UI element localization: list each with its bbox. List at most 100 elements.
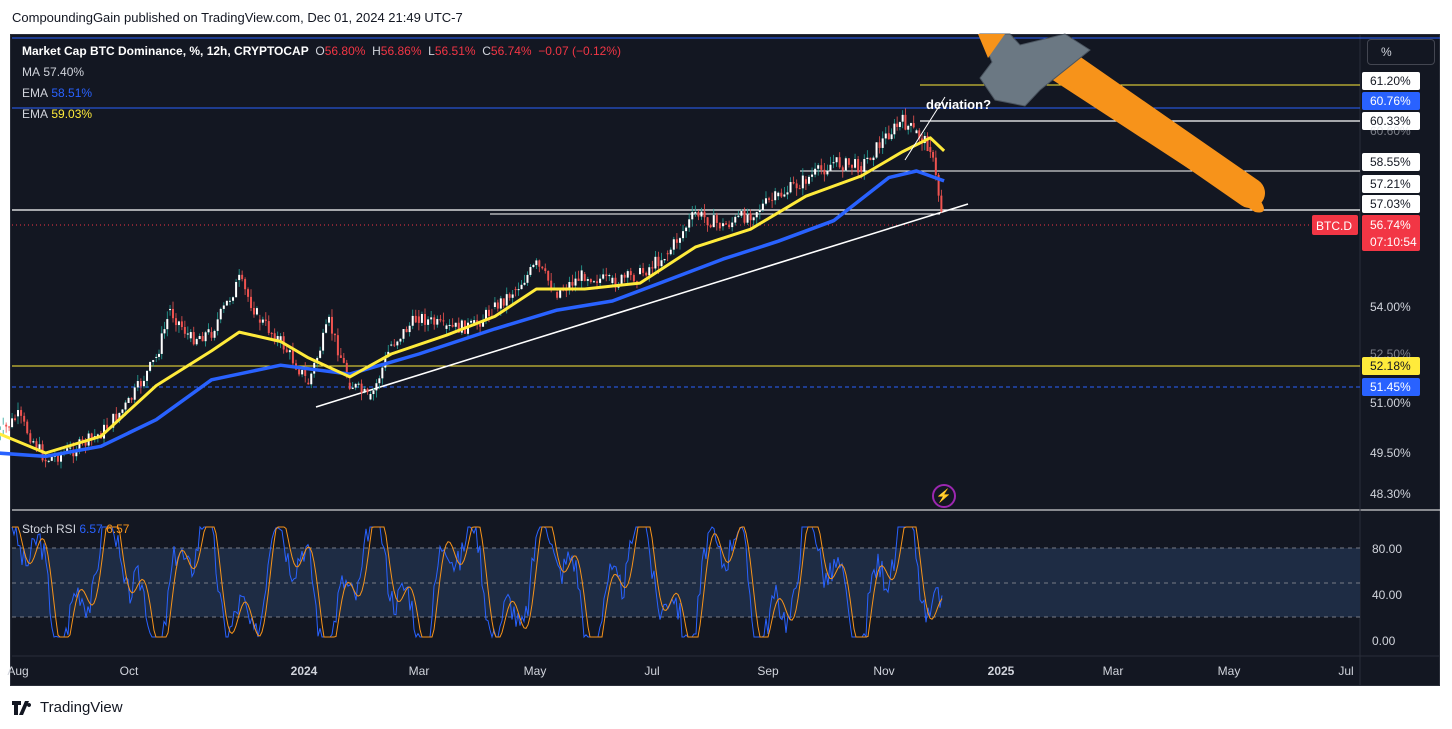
candle-body bbox=[589, 279, 592, 282]
lightning-icon[interactable]: ⚡ bbox=[932, 484, 956, 508]
bar-countdown: 07:10:54 bbox=[1370, 235, 1417, 249]
stoch-rsi-k-value: 6.57 bbox=[79, 522, 103, 536]
ema-fast-value: 59.03% bbox=[51, 107, 93, 121]
candle-body bbox=[439, 319, 442, 321]
candle-body bbox=[841, 167, 844, 171]
stoch-rsi-k-line[interactable] bbox=[11, 525, 943, 639]
candle-body bbox=[207, 329, 210, 333]
ema-slow-line[interactable] bbox=[0, 169, 945, 459]
candle-body bbox=[648, 267, 651, 276]
deviation-annotation[interactable]: deviation? bbox=[926, 97, 991, 112]
candles-group bbox=[0, 108, 943, 469]
candle-body bbox=[130, 397, 133, 400]
candle-body bbox=[832, 162, 835, 164]
candle-body bbox=[433, 317, 436, 325]
last-price-value: 56.74% bbox=[1370, 218, 1411, 232]
candle-body bbox=[375, 383, 378, 391]
candle-body bbox=[893, 123, 896, 135]
ascending-trendline[interactable] bbox=[315, 203, 969, 408]
time-axis-tick: 2024 bbox=[291, 664, 318, 678]
stoch-rsi-d-line[interactable] bbox=[12, 526, 943, 638]
candle-body bbox=[783, 194, 786, 197]
candle-body bbox=[460, 320, 463, 333]
ema-fast-line[interactable] bbox=[0, 136, 946, 455]
hammer-handle-stroke bbox=[1055, 53, 1265, 208]
time-axis-tick: Mar bbox=[409, 664, 430, 678]
candle-body bbox=[225, 300, 228, 306]
candle-body bbox=[2, 424, 5, 430]
candle-body bbox=[291, 350, 294, 364]
candle-body bbox=[186, 333, 189, 335]
candle-body bbox=[177, 321, 180, 326]
stoch-rsi-d-value: 6.57 bbox=[106, 522, 130, 536]
candle-body bbox=[222, 305, 225, 309]
candle-body bbox=[755, 212, 758, 218]
candle-body bbox=[276, 336, 279, 342]
candle-body bbox=[511, 294, 514, 298]
close-label: C bbox=[482, 44, 491, 58]
ema-fast-legend[interactable]: EMA 59.03% bbox=[22, 107, 92, 121]
candle-body bbox=[166, 319, 169, 330]
price-label-57-21: 57.21% bbox=[1370, 177, 1411, 191]
symbol-title[interactable]: Market Cap BTC Dominance, %, 12h, CRYPTO… bbox=[22, 44, 309, 58]
candle-body bbox=[532, 264, 535, 268]
candle-body bbox=[823, 169, 826, 175]
stoch-rsi-axis-tick: 40.00 bbox=[1372, 588, 1402, 602]
candle-body bbox=[139, 381, 142, 387]
percent-scale-button[interactable]: % bbox=[1367, 39, 1435, 65]
candle-body bbox=[258, 319, 261, 323]
candle-body bbox=[157, 353, 160, 357]
candle-body bbox=[50, 456, 53, 461]
candle-body bbox=[547, 270, 550, 281]
time-axis-tick: May bbox=[1218, 664, 1241, 678]
candle-body bbox=[393, 344, 396, 346]
candle-body bbox=[568, 282, 571, 291]
candle-body bbox=[814, 168, 817, 175]
candle-body bbox=[448, 324, 451, 326]
candle-body bbox=[669, 249, 672, 255]
candle-body bbox=[408, 325, 411, 333]
stoch-rsi-legend[interactable]: Stoch RSI 6.57 6.57 bbox=[22, 522, 129, 536]
candle-body bbox=[420, 313, 423, 323]
price-label-61-20-bg bbox=[1362, 72, 1420, 90]
candle-body bbox=[216, 319, 219, 331]
price-label-60-76-bg bbox=[1362, 92, 1420, 110]
candle-body bbox=[645, 272, 648, 276]
candle-body bbox=[721, 223, 724, 227]
candle-body bbox=[829, 164, 832, 171]
candle-body bbox=[29, 433, 32, 443]
candle-body bbox=[301, 369, 304, 375]
candle-body bbox=[155, 356, 158, 358]
candle-body bbox=[629, 271, 632, 276]
candle-body bbox=[749, 213, 752, 221]
ema-slow-legend[interactable]: EMA 58.51% bbox=[22, 86, 92, 100]
candle-body bbox=[635, 281, 638, 283]
candle-body bbox=[319, 350, 322, 358]
last-symbol-tag[interactable]: BTC.D bbox=[1316, 219, 1352, 233]
ma-legend[interactable]: MA 57.40% bbox=[22, 65, 84, 79]
candle-body bbox=[241, 274, 244, 280]
candle-body bbox=[493, 302, 496, 307]
candle-body bbox=[774, 191, 777, 201]
low-value: 56.51% bbox=[434, 44, 476, 58]
footer-brand[interactable]: TradingView bbox=[12, 699, 123, 716]
candle-body bbox=[934, 157, 937, 175]
publisher-text: CompoundingGain published on TradingView… bbox=[12, 10, 463, 25]
candle-body bbox=[106, 424, 109, 429]
stoch-rsi-label: Stoch RSI bbox=[22, 522, 77, 536]
candle-body bbox=[192, 332, 195, 345]
candle-body bbox=[844, 158, 847, 171]
candle-body bbox=[136, 381, 139, 388]
candle-body bbox=[411, 315, 414, 326]
candle-body bbox=[304, 369, 307, 376]
candle-body bbox=[743, 211, 746, 223]
candle-body bbox=[835, 157, 838, 163]
candle-body bbox=[345, 362, 348, 376]
candle-body bbox=[912, 123, 915, 128]
last-price-tag-bg bbox=[1362, 215, 1420, 251]
candle-body bbox=[898, 122, 901, 127]
candle-body bbox=[445, 325, 448, 329]
price-label-60-33: 60.33% bbox=[1370, 114, 1411, 128]
price-label-60-76: 60.76% bbox=[1370, 94, 1411, 108]
